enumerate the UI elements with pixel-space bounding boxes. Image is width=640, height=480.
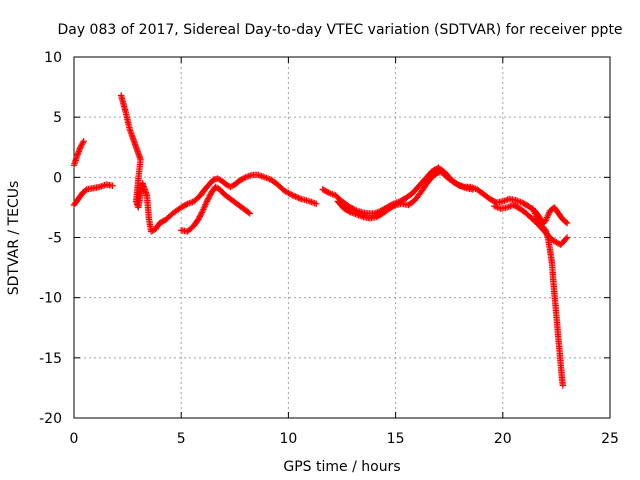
data-point bbox=[205, 195, 212, 202]
data-point bbox=[79, 139, 87, 146]
data-point bbox=[562, 235, 570, 242]
y-tick-label: 10 bbox=[44, 50, 62, 66]
axis-ticks: 0 5 10 15 20 25 -20 -15 -10 -5 0 5 10 bbox=[39, 50, 619, 447]
data-point bbox=[206, 192, 213, 199]
x-tick-label: 25 bbox=[601, 431, 619, 447]
data-points bbox=[70, 92, 571, 389]
data-point bbox=[195, 214, 203, 222]
data-point bbox=[455, 181, 462, 189]
data-point bbox=[205, 193, 213, 201]
data-point bbox=[197, 212, 204, 219]
grid bbox=[74, 57, 610, 418]
data-point bbox=[246, 210, 254, 217]
y-axis-label: SDTVAR / TECUs bbox=[6, 181, 22, 296]
data-point bbox=[109, 182, 116, 189]
data-point bbox=[288, 191, 295, 198]
data-point bbox=[290, 192, 298, 200]
data-point bbox=[203, 198, 211, 205]
x-axis-label: GPS time / hours bbox=[283, 459, 400, 475]
data-point bbox=[80, 138, 87, 145]
data-point bbox=[245, 209, 252, 216]
data-point bbox=[563, 219, 571, 227]
chart-title: Day 083 of 2017, Sidereal Day-to-day VTE… bbox=[57, 22, 622, 38]
data-point bbox=[198, 210, 205, 218]
data-point bbox=[196, 213, 203, 220]
y-tick-label: -20 bbox=[39, 411, 62, 427]
data-point bbox=[346, 208, 353, 215]
data-point bbox=[198, 209, 206, 216]
x-tick-label: 20 bbox=[494, 431, 512, 447]
data-point bbox=[195, 216, 202, 223]
y-tick-label: -5 bbox=[48, 231, 62, 247]
data-point bbox=[562, 218, 570, 226]
data-point bbox=[313, 200, 320, 208]
data-point bbox=[204, 196, 211, 204]
x-tick-label: 10 bbox=[279, 431, 297, 447]
x-tick-label: 5 bbox=[177, 431, 186, 447]
y-tick-label: -10 bbox=[39, 291, 62, 307]
data-point bbox=[469, 186, 476, 193]
x-tick-label: 0 bbox=[70, 431, 79, 447]
data-point bbox=[241, 174, 248, 182]
data-point bbox=[324, 189, 332, 196]
data-point bbox=[183, 201, 190, 208]
y-tick-label: -15 bbox=[39, 351, 62, 367]
data-point bbox=[502, 197, 510, 204]
data-point bbox=[559, 382, 567, 389]
data-point bbox=[563, 234, 571, 241]
y-tick-label: 5 bbox=[53, 110, 62, 126]
y-tick-label: 0 bbox=[53, 170, 62, 186]
x-tick-label: 15 bbox=[387, 431, 405, 447]
data-point bbox=[391, 202, 398, 209]
